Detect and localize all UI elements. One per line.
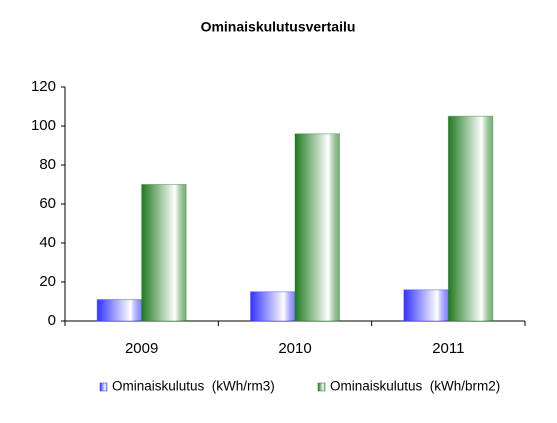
bar — [294, 133, 340, 322]
y-tick-label: 120 — [31, 78, 56, 95]
x-tick-label: 2010 — [278, 340, 311, 357]
bar — [250, 291, 296, 322]
legend-swatch — [99, 382, 108, 392]
legend-label: Ominaiskulutus (kWh/brm2) — [330, 379, 500, 394]
bar — [141, 184, 187, 322]
y-tick-label: 20 — [39, 273, 56, 290]
y-tick-label: 100 — [31, 117, 56, 134]
legend-label: Ominaiskulutus (kWh/rm3) — [112, 379, 275, 394]
bar — [447, 115, 494, 322]
bar — [96, 299, 143, 322]
bar — [403, 289, 449, 322]
chart-title: Ominaiskulutusvertailu — [201, 19, 356, 35]
y-tick-label: 0 — [48, 312, 56, 329]
y-tick-label: 40 — [39, 234, 56, 251]
x-tick-label: 2011 — [432, 340, 464, 357]
y-tick-label: 80 — [39, 156, 56, 173]
legend-swatch — [317, 382, 326, 392]
x-tick-label: 2009 — [125, 340, 158, 357]
y-tick-label: 60 — [39, 195, 56, 212]
